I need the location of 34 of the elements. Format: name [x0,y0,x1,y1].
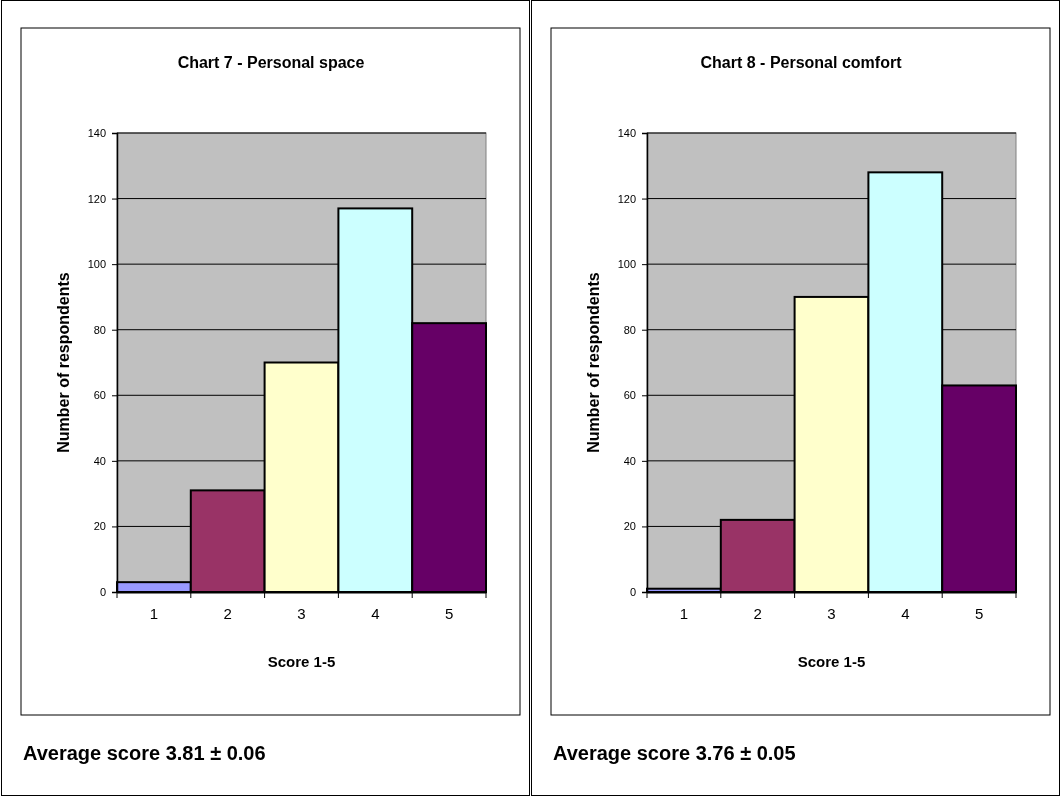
chart-title: Chart 7 - Personal space [177,54,365,71]
y-tick-label: 140 [617,127,636,140]
x-tick-label: 1 [149,604,159,622]
y-tick-label: 80 [93,323,106,336]
text: Average score 3.81 ± 0.06 [23,742,266,764]
y-tick-label: 60 [93,389,106,402]
chart-title: Chart 8 - Personal comfort [700,54,903,71]
x-tick-label: 5 [444,604,454,622]
x-tick-label: 2 [223,604,232,622]
y-tick-label: 0 [629,586,636,599]
y-tick-label: 140 [87,127,106,140]
y-tick-label: 100 [617,258,636,271]
y-tick-label: 80 [623,323,636,336]
y-axis-title: Number of respondents [585,272,602,453]
x-tick-label: 4 [901,604,910,622]
x-axis-title: Score 1-5 [797,653,866,670]
x-tick-label: 4 [371,604,380,622]
x-tick-label: 1 [679,604,689,622]
y-tick-label: 40 [623,454,636,467]
y-tick-label: 100 [87,258,106,271]
x-tick-label: 5 [974,604,984,622]
y-tick-label: 0 [99,586,106,599]
text: Average score 3.76 ± 0.05 [553,742,796,764]
x-tick-label: 3 [297,604,306,622]
x-axis-title: Score 1-5 [267,653,336,670]
y-tick-label: 120 [617,192,636,205]
x-tick-label: 3 [827,604,836,622]
y-axis-title: Number of respondents [55,272,72,453]
y-tick-label: 120 [87,192,106,205]
y-tick-label: 20 [623,520,636,533]
x-tick-label: 2 [753,604,762,622]
y-tick-label: 20 [93,520,106,533]
y-tick-label: 60 [623,389,636,402]
y-tick-label: 40 [93,454,106,467]
